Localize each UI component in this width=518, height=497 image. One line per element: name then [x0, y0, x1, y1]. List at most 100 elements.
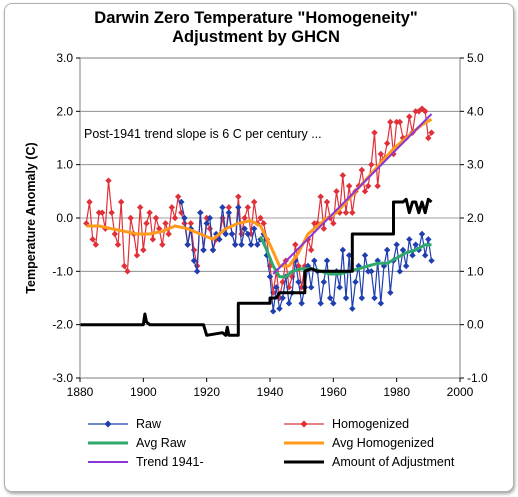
series-line-trend-1941 [272, 113, 433, 275]
legend-label-avg-raw: Avg Raw [136, 436, 187, 450]
point-homogenized [244, 204, 252, 211]
point-homogenized [149, 236, 157, 243]
point-raw [352, 278, 359, 286]
point-homogenized [206, 225, 214, 232]
point-raw [418, 230, 426, 238]
y-axis-label: Temperature Anomaly (C) [24, 142, 38, 293]
point-raw [273, 284, 280, 291]
point-homogenized [342, 209, 350, 216]
point-raw [203, 220, 210, 227]
point-raw [428, 257, 435, 264]
point-raw [250, 225, 258, 232]
point-raw [279, 294, 286, 302]
point-homogenized [162, 220, 169, 227]
point-homogenized [349, 209, 356, 216]
point-raw [228, 230, 236, 238]
point-homogenized [428, 129, 435, 136]
point-homogenized [250, 198, 258, 206]
y-tick-label: 3.0 [56, 51, 73, 65]
legend-marker-homogenized [300, 420, 308, 428]
point-homogenized [260, 220, 267, 227]
axes: -3.0 -2.0 -1.0 0.0 1.0 2.0 3.0 -1.0 0.0 1.0 2.0 3.0… [52, 51, 488, 399]
point-raw [412, 241, 419, 248]
x-tick-label: 1980 [383, 385, 410, 399]
point-homogenized [89, 236, 96, 243]
point-homogenized [307, 246, 315, 254]
legend-label-amount-of-adjustment: Amount of Adjustment [332, 455, 455, 469]
point-homogenized [421, 108, 429, 115]
point-raw [399, 246, 407, 254]
point-homogenized [317, 193, 324, 200]
y2-tick-label: 2.0 [467, 211, 484, 225]
y-tick-label: 0.0 [56, 211, 73, 225]
point-homogenized [225, 204, 233, 211]
point-raw [200, 246, 207, 254]
point-raw [197, 209, 204, 216]
point-raw [402, 262, 410, 270]
point-raw [295, 278, 302, 286]
point-raw [266, 273, 274, 280]
point-raw [178, 198, 185, 206]
x-tick-label: 2000 [447, 385, 474, 399]
point-raw [371, 294, 378, 302]
point-raw [383, 246, 391, 254]
point-homogenized [105, 177, 112, 184]
point-raw [311, 257, 318, 264]
point-raw [349, 305, 356, 312]
point-raw [231, 241, 239, 248]
point-homogenized [345, 182, 353, 190]
point-raw [222, 230, 229, 238]
point-raw [225, 209, 233, 216]
point-raw [298, 300, 305, 307]
y2-tick-label: 4.0 [467, 104, 484, 118]
y-tick-label: 2.0 [56, 104, 73, 118]
point-raw [235, 204, 242, 211]
point-raw [330, 300, 337, 307]
trend-annotation: Post-1941 trend slope is 6 C per century… [84, 127, 322, 141]
point-homogenized [108, 209, 115, 216]
legend: Homogenized Raw Avg Homogenized Avg Raw Tren… [88, 417, 455, 469]
chart-subtitle: Adjustment by GHCN [172, 28, 340, 46]
point-homogenized [330, 220, 337, 227]
point-raw [368, 268, 375, 275]
point-raw [393, 241, 400, 248]
point-raw [206, 214, 214, 222]
point-homogenized [143, 220, 150, 227]
point-homogenized [235, 193, 242, 200]
series-line-raw [180, 201, 433, 312]
point-raw [387, 289, 394, 296]
point-raw [358, 294, 366, 302]
y-tick-label: 1.0 [56, 158, 73, 172]
point-raw [181, 214, 188, 222]
point-homogenized [114, 241, 122, 248]
point-homogenized [390, 150, 397, 158]
series-line-avg-raw [259, 236, 432, 279]
point-homogenized [127, 214, 134, 222]
point-raw [425, 236, 432, 243]
point-homogenized [146, 209, 153, 216]
x-tick-label: 1920 [193, 385, 220, 399]
gridlines [80, 57, 460, 379]
point-raw [409, 252, 416, 259]
point-homogenized [361, 188, 369, 195]
point-raw [241, 225, 248, 232]
point-raw [285, 300, 293, 307]
point-homogenized [133, 252, 141, 259]
point-raw [190, 257, 198, 264]
point-raw [361, 252, 369, 259]
x-tick-label: 1880 [67, 385, 94, 399]
point-homogenized [124, 268, 131, 275]
point-homogenized [425, 134, 432, 142]
x-tick-label: 1960 [320, 385, 347, 399]
point-homogenized [111, 230, 119, 238]
point-raw [209, 246, 217, 254]
point-raw [339, 246, 347, 254]
legend-label-trend-1941: Trend 1941- [136, 455, 204, 469]
point-homogenized [86, 198, 93, 206]
point-raw [326, 294, 334, 302]
plot-area [80, 105, 435, 337]
point-raw [276, 305, 283, 312]
point-homogenized [257, 214, 264, 222]
point-homogenized [320, 225, 328, 232]
point-homogenized [323, 198, 331, 206]
